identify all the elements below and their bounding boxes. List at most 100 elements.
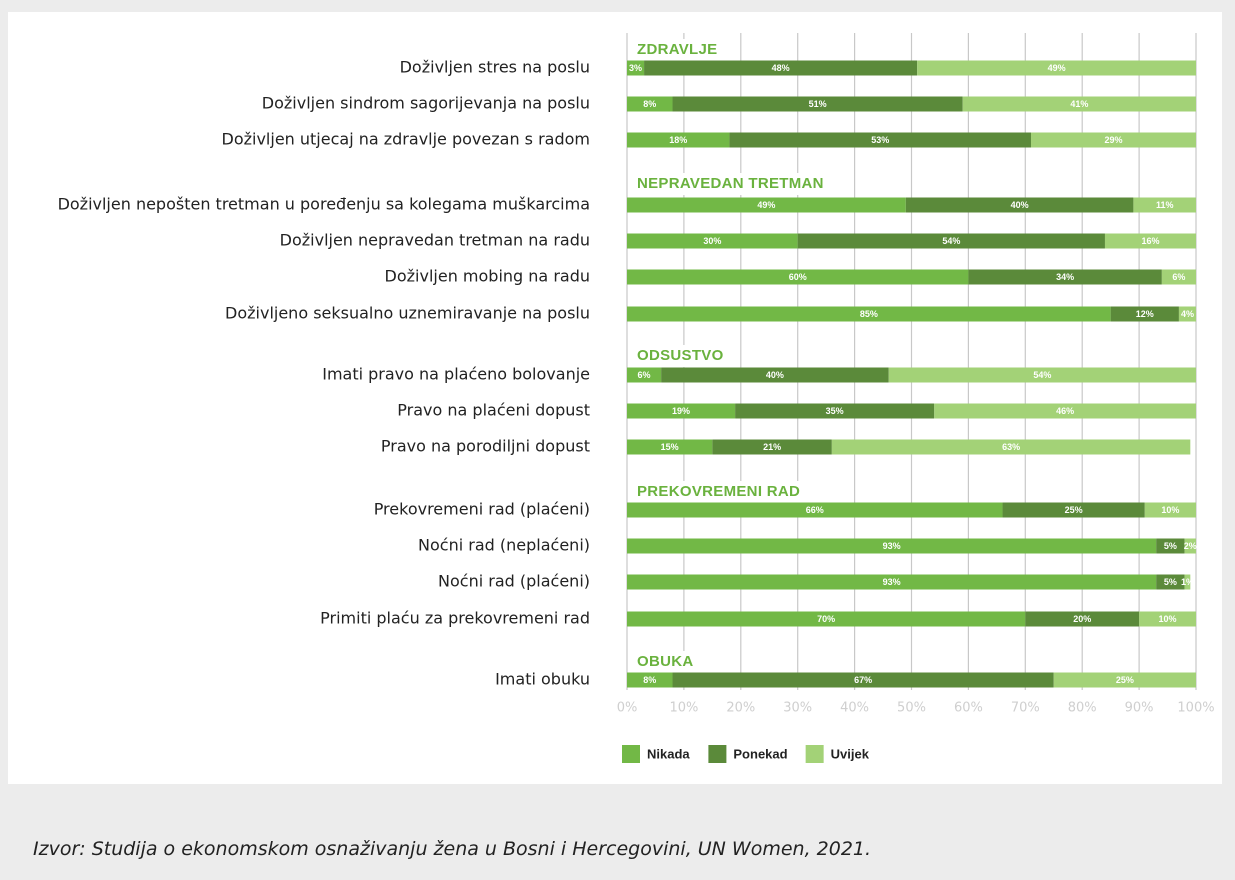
data-label: 54% — [1033, 370, 1051, 380]
group-heading-box — [631, 651, 702, 673]
bar-segment — [627, 60, 645, 76]
data-label: 53% — [871, 135, 889, 145]
group-heading-box — [631, 345, 732, 367]
group-heading: PREKOVREMENI RAD — [637, 483, 800, 500]
data-label: 49% — [757, 200, 775, 210]
category-label: Prekovremeni rad (plaćeni) — [374, 500, 590, 519]
data-label: 35% — [826, 406, 844, 416]
data-label: 4% — [1181, 309, 1194, 319]
data-label: 49% — [1048, 63, 1066, 73]
legend-swatch — [708, 745, 727, 763]
x-tick-label: 60% — [954, 701, 983, 716]
bar-segment — [1110, 306, 1179, 322]
bar-segment — [905, 197, 1134, 213]
data-label: 93% — [883, 541, 901, 551]
bar-segment — [888, 367, 1196, 383]
data-label: 30% — [703, 236, 721, 246]
bar-segment — [672, 96, 963, 112]
data-label: 16% — [1141, 236, 1159, 246]
group-heading-box — [631, 481, 809, 503]
data-label: 29% — [1104, 135, 1122, 145]
category-label: Pravo na plaćeni dopust — [397, 401, 590, 420]
data-label: 48% — [772, 63, 790, 73]
data-label: 63% — [1002, 442, 1020, 452]
data-label: 25% — [1116, 675, 1134, 685]
bar-segment — [831, 439, 1191, 455]
x-tick-label: 50% — [897, 701, 926, 716]
bar-segment — [729, 132, 1031, 148]
data-label: 10% — [1159, 614, 1177, 624]
category-label: Noćni rad (plaćeni) — [438, 572, 590, 591]
data-label: 11% — [1156, 200, 1174, 210]
data-label: 85% — [860, 309, 878, 319]
bar-segment — [1139, 611, 1196, 627]
bar-segment — [917, 60, 1196, 76]
bar-segment — [661, 367, 889, 383]
x-tick-label: 30% — [783, 701, 812, 716]
x-tick-label: 10% — [669, 701, 698, 716]
x-tick-label: 40% — [840, 701, 869, 716]
bar-segment — [627, 367, 662, 383]
data-label: 12% — [1136, 309, 1154, 319]
x-tick-label: 90% — [1125, 701, 1154, 716]
legend-label: Uvijek — [831, 746, 870, 761]
group-heading: NEPRAVEDAN TRETMAN — [637, 175, 824, 192]
bar-segment — [968, 269, 1162, 285]
data-label: 25% — [1065, 505, 1083, 515]
bar-segment — [712, 439, 832, 455]
data-label: 60% — [789, 272, 807, 282]
legend-swatch — [805, 745, 824, 763]
group-heading: ZDRAVLJE — [637, 41, 717, 58]
category-label: Doživljen stres na poslu — [400, 58, 590, 77]
data-label: 66% — [806, 505, 824, 515]
bar-segment — [627, 132, 730, 148]
bar-segment — [1156, 538, 1185, 554]
category-label: Imati obuku — [495, 670, 590, 689]
bar-segment — [797, 233, 1105, 249]
x-tick-label: 100% — [1177, 701, 1214, 716]
category-label: Doživljeno seksualno uznemiravanje na po… — [225, 304, 590, 323]
data-label: 67% — [854, 675, 872, 685]
bar-segment — [1161, 269, 1196, 285]
legend-label: Ponekad — [733, 746, 787, 761]
data-label: 1% — [1181, 577, 1194, 587]
bar-segment — [962, 96, 1196, 112]
data-label: 93% — [883, 577, 901, 587]
bar-segment — [1156, 574, 1185, 590]
data-label: 6% — [638, 370, 651, 380]
bar-segment — [627, 672, 673, 688]
bar-segment — [1133, 197, 1196, 213]
category-label: Pravo na porodiljni dopust — [381, 437, 590, 456]
bar-segment — [627, 269, 969, 285]
group-heading: OBUKA — [637, 653, 694, 670]
bar-segment — [1178, 306, 1196, 322]
data-label: 3% — [629, 63, 642, 73]
bar-segment — [627, 502, 1003, 518]
x-tick-label: 70% — [1011, 701, 1040, 716]
x-tick-label: 0% — [617, 701, 638, 716]
data-label: 40% — [766, 370, 784, 380]
data-label: 70% — [817, 614, 835, 624]
data-label: 34% — [1056, 272, 1074, 282]
bar-segment — [627, 574, 1157, 590]
x-tick-label: 80% — [1068, 701, 1097, 716]
data-label: 6% — [1172, 272, 1185, 282]
group-heading-box — [631, 173, 832, 195]
bar-segment — [627, 233, 798, 249]
category-label: Primiti plaću za prekovremeni rad — [320, 609, 590, 628]
bar-segment — [627, 403, 736, 419]
bar-segment — [1104, 233, 1196, 249]
category-label: Doživljen nepošten tretman u poređenju s… — [58, 195, 590, 214]
legend-swatch — [622, 745, 640, 763]
data-label: 8% — [643, 99, 656, 109]
bar-segment — [1002, 502, 1145, 518]
bar-segment — [1184, 538, 1196, 554]
bar-segment — [627, 96, 673, 112]
data-label: 5% — [1164, 577, 1177, 587]
bar-segment — [627, 306, 1111, 322]
category-label: Doživljen sindrom sagorijevanja na poslu — [262, 94, 590, 113]
data-label: 19% — [672, 406, 690, 416]
source-note: Izvor: Studija o ekonomskom osnaživanju … — [33, 838, 872, 860]
